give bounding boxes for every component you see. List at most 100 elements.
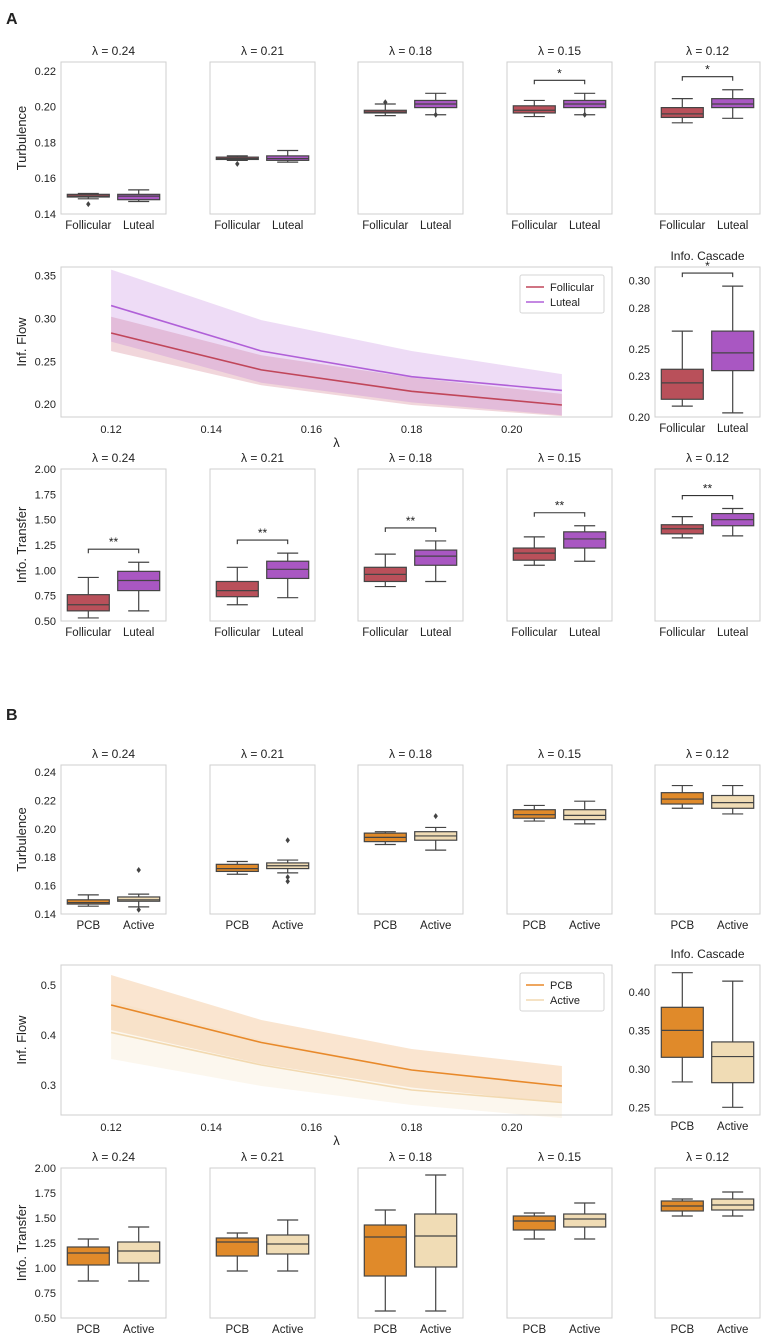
x-tick-label: Follicular [65, 627, 111, 639]
y-tick-label: 0.18 [35, 137, 56, 149]
box-group2 [563, 92, 607, 118]
box-iqr [563, 809, 607, 821]
subplot-a-info-transfer-3-frame [357, 468, 464, 622]
x-tick-label: Follicular [362, 627, 408, 639]
box-group1 [66, 192, 110, 208]
subplot-title: λ = 0.21 [241, 747, 284, 761]
subplot-b-turbulence-2-frame [209, 764, 316, 915]
y-tick-label: 1.00 [35, 1263, 56, 1275]
subplot-title: λ = 0.12 [686, 1150, 729, 1164]
y-tick-label: 1.00 [35, 565, 56, 577]
subplot-a-turbulence-3-frame [357, 61, 464, 215]
box-group2 [563, 525, 607, 562]
y-axis-label: Inf. Flow [14, 1015, 29, 1065]
box-iqr [660, 106, 704, 119]
box-iqr [117, 896, 161, 902]
outlier-point [285, 874, 290, 881]
box-iqr [215, 863, 259, 873]
x-tick-label: 0.18 [401, 1122, 422, 1134]
x-axis-label: λ [333, 435, 340, 450]
box-group2 [711, 980, 755, 1108]
legend-label: PCB [550, 980, 573, 992]
box-iqr [660, 792, 704, 805]
box-group2 [414, 92, 458, 118]
y-tick-label: 0.30 [629, 1064, 650, 1076]
x-tick-label: Active [123, 920, 154, 932]
x-tick-label: Active [569, 920, 600, 932]
x-tick-label: 0.12 [100, 424, 121, 436]
inf-flow-chart: 0.12 0.14 0.16 0.18 0.20 0.3 0.4 0.5 Inf. Flow λ P… [14, 964, 613, 1148]
outlier-point [383, 99, 388, 106]
y-tick-label: 0.24 [35, 767, 56, 779]
subplot-a-turbulence-5-frame [654, 61, 761, 215]
box-iqr [512, 809, 556, 819]
x-tick-label: Follicular [65, 220, 111, 232]
significance-marker: ** [406, 514, 416, 528]
box-iqr [711, 330, 755, 372]
outlier-point [136, 867, 141, 874]
box-group2 [266, 552, 310, 599]
subplot-title: λ = 0.21 [241, 1150, 284, 1164]
mean-line-group2 [110, 1031, 562, 1104]
y-tick-label: 0.22 [35, 795, 56, 807]
subplot-a-turbulence-5: λ = 0.12 * Follicular Luteal [654, 44, 761, 232]
subplot-a-turbulence-2: λ = 0.21 Follicular Luteal [209, 44, 316, 232]
outlier-point [433, 813, 438, 820]
x-tick-label: Luteal [717, 423, 748, 435]
x-tick-label: Follicular [511, 627, 557, 639]
confidence-band-group2 [111, 1001, 562, 1118]
subplot-b-turbulence-5-frame [654, 764, 761, 915]
box-group2 [266, 1219, 310, 1272]
legend-label: Follicular [550, 282, 594, 294]
y-tick-label: 0.14 [35, 909, 56, 921]
y-tick-label: 2.00 [35, 1163, 56, 1175]
x-tick-label: PCB [670, 1324, 694, 1336]
x-tick-label: PCB [225, 920, 249, 932]
box-iqr [363, 1224, 407, 1277]
box-group2 [414, 540, 458, 583]
box-group2 [711, 89, 755, 119]
significance-bracket [681, 494, 734, 500]
subplot-a-info-transfer-2: λ = 0.21 ** Follicular Luteal [209, 451, 316, 639]
box-iqr [660, 1006, 704, 1058]
box-iqr [711, 1041, 755, 1084]
y-tick-label: 0.50 [35, 1313, 56, 1325]
box-group2 [563, 800, 607, 825]
box-iqr [563, 531, 607, 549]
x-tick-label: Luteal [569, 220, 600, 232]
x-tick-label: Luteal [717, 627, 748, 639]
outlier-point [136, 906, 141, 913]
confidence-band-group1 [111, 316, 562, 417]
x-tick-label: 0.20 [501, 1122, 522, 1134]
y-tick-label: 0.75 [35, 591, 56, 603]
y-axis-label: Turbulence [14, 807, 29, 872]
box-group1 [660, 98, 704, 124]
x-tick-label: Active [123, 1324, 154, 1336]
y-tick-label: 1.75 [35, 1188, 56, 1200]
box-iqr [414, 1213, 458, 1268]
x-tick-label: Follicular [659, 220, 705, 232]
y-tick-label: 0.40 [629, 987, 650, 999]
box-group1 [66, 1238, 110, 1282]
subplot-title: Info. Cascade [670, 947, 744, 961]
significance-marker: * [705, 259, 710, 273]
x-tick-label: PCB [522, 1324, 546, 1336]
subplot-title: λ = 0.21 [241, 451, 284, 465]
significance-marker: ** [109, 535, 119, 549]
mean-line-group1 [110, 332, 562, 406]
significance-marker: * [557, 66, 562, 80]
subplot-a-info-transfer-2-frame [209, 468, 316, 622]
x-tick-label: 0.18 [401, 424, 422, 436]
x-tick-label: 0.20 [501, 424, 522, 436]
x-tick-label: PCB [522, 920, 546, 932]
subplot-b-turbulence-4: λ = 0.15 PCB Active [506, 747, 613, 932]
x-tick-label: PCB [670, 1121, 694, 1133]
box-group1 [215, 155, 259, 167]
x-tick-label: PCB [373, 1324, 397, 1336]
box-group1 [363, 99, 407, 117]
y-tick-label: 0.16 [35, 881, 56, 893]
box-iqr [563, 1213, 607, 1228]
subplot-b-info-transfer-2: λ = 0.21 PCB Active [209, 1150, 316, 1336]
outlier-point [235, 160, 240, 167]
